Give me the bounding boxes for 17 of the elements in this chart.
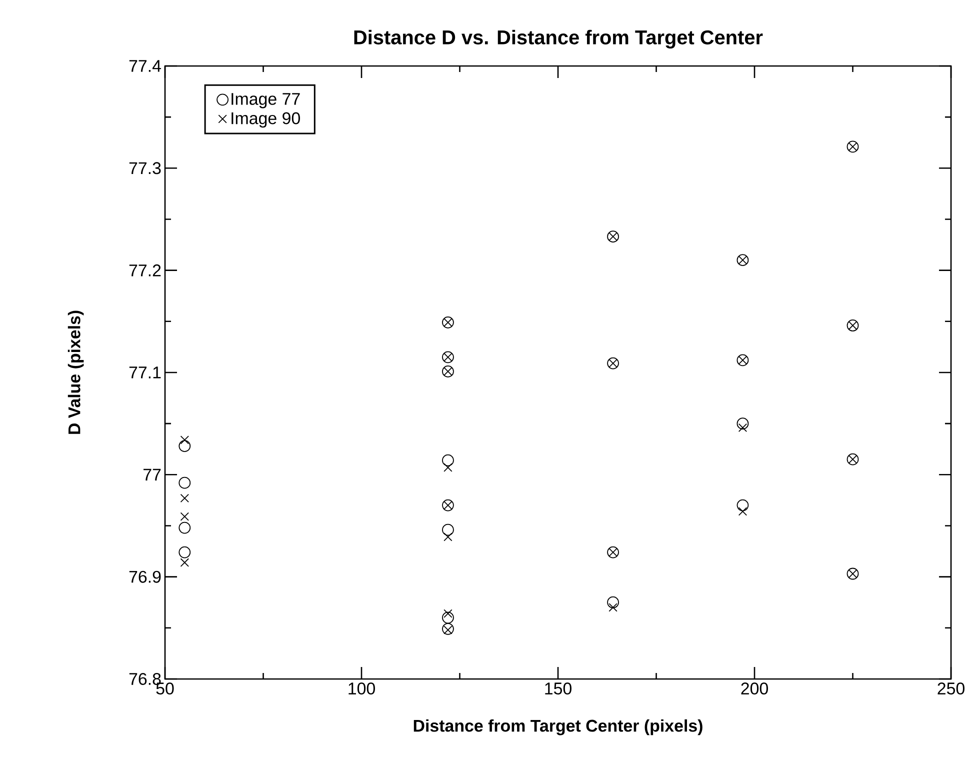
y-tick-label: 76.8 — [129, 672, 161, 685]
x-axis-title: Distance from Target Center (pixels) — [414, 719, 702, 736]
y-tick-label: 77 — [144, 468, 161, 480]
y-tick-label: 76.9 — [129, 570, 161, 583]
x-tick-label: 50 — [156, 682, 174, 695]
x-tick-label: 250 — [938, 682, 964, 695]
legend-label: Image 77 — [232, 93, 300, 108]
y-tick-label: 77.3 — [129, 162, 161, 174]
chart-title: Distance D vs. Distance from Target Center — [354, 30, 763, 48]
y-tick-label: 77.2 — [129, 264, 161, 276]
y-tick-label: 77.4 — [129, 60, 161, 72]
x-tick-label: 150 — [545, 682, 572, 695]
y-axis-title: D Value (pixels) — [68, 310, 84, 434]
x-tick-label: 200 — [741, 682, 768, 695]
y-tick-label: 77.1 — [129, 366, 161, 378]
x-tick-label: 100 — [348, 682, 375, 695]
legend-label: Image 90 — [232, 112, 300, 128]
